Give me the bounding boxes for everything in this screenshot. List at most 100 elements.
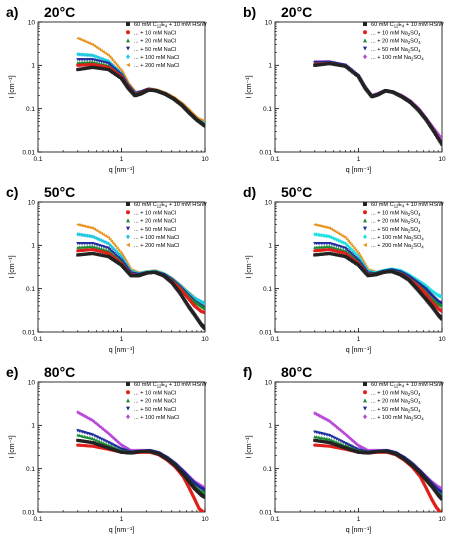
- data-point: [314, 439, 319, 443]
- legend-label: ... + 50 mM Na2SO4: [371, 47, 421, 54]
- data-point: [94, 435, 98, 439]
- data-point: [105, 440, 109, 444]
- data-point: [99, 48, 104, 53]
- legend-label: 60 mM C12E4 + 10 mM HSiW: [371, 22, 444, 29]
- data-point: [87, 66, 91, 70]
- data-point: [111, 241, 115, 245]
- x-axis-label: q [nm⁻¹]: [109, 347, 135, 354]
- data-point: [99, 253, 104, 257]
- legend-label: ... + 20 mM NaCl: [134, 219, 176, 225]
- data-point: [77, 232, 82, 237]
- legend-label: 60 mM C12E4 + 10 mM HSiW: [371, 202, 444, 209]
- data-point: [336, 253, 341, 257]
- x-tick-label: 1: [120, 516, 124, 523]
- data-point: [352, 246, 356, 250]
- data-point: [101, 438, 105, 442]
- data-point: [319, 439, 323, 443]
- data-point: [101, 441, 105, 445]
- data-point: [329, 434, 333, 439]
- data-point: [94, 45, 98, 49]
- data-point: [440, 304, 442, 308]
- legend-label: ... + 100 mM NaCl: [134, 415, 179, 421]
- data-point: [329, 235, 333, 240]
- panel-c: c) 50°C 0.1 1 10 0.01 0.1 1 10 q [nm⁻¹] I [cm⁻¹]…: [0, 180, 237, 360]
- data-point: [98, 253, 102, 257]
- data-point: [203, 495, 205, 499]
- panel-temperature: 50°C: [44, 184, 76, 200]
- data-point: [363, 54, 367, 60]
- data-point: [123, 257, 127, 261]
- data-point: [90, 53, 95, 58]
- y-tick-label: 0.1: [263, 466, 272, 473]
- data-point: [318, 224, 322, 228]
- legend-label: ... + 10 mM Na2SO4: [371, 210, 421, 217]
- data-point: [329, 245, 333, 249]
- legend-label: ... + 100 mM NaCl: [134, 235, 179, 241]
- legend-label: ... + 10 mM NaCl: [134, 390, 176, 396]
- panel-temperature: 80°C: [44, 364, 76, 380]
- data-point: [84, 52, 88, 57]
- data-point: [327, 437, 332, 441]
- data-point: [79, 253, 83, 257]
- data-point: [363, 210, 367, 215]
- data-point: [321, 252, 325, 256]
- data-point: [82, 66, 86, 71]
- panel-e: e) 80°C 0.1 1 10 0.01 0.1 1 10 q [nm⁻¹] I [cm⁻¹]…: [0, 360, 237, 540]
- data-point: [103, 57, 107, 62]
- data-point: [338, 439, 342, 443]
- legend-label: ... + 10 mM Na2SO4: [371, 30, 421, 37]
- data-point: [84, 439, 88, 444]
- data-point: [112, 243, 116, 247]
- data-point: [331, 62, 335, 66]
- y-tick-label: 0.1: [26, 106, 35, 113]
- data-point: [349, 247, 353, 252]
- legend-label: ... + 10 mM NaCl: [134, 30, 176, 36]
- data-point: [92, 437, 96, 441]
- x-axis-label: q [nm⁻¹]: [346, 527, 372, 534]
- data-point: [331, 435, 335, 439]
- panel-temperature: 50°C: [281, 184, 313, 200]
- data-point: [329, 62, 333, 66]
- data-point: [84, 224, 88, 229]
- y-tick-label: 10: [28, 19, 36, 26]
- y-tick-label: 0.1: [26, 286, 35, 293]
- data-point: [336, 247, 341, 251]
- data-point: [79, 223, 83, 228]
- data-point: [81, 412, 85, 418]
- data-point: [89, 440, 93, 444]
- data-point: [126, 398, 130, 403]
- data-point: [99, 437, 104, 441]
- data-point: [318, 439, 322, 443]
- data-point: [109, 57, 114, 61]
- legend-label: ... + 200 mM NaCl: [134, 63, 179, 69]
- x-tick-label: 10: [438, 156, 446, 163]
- data-point: [77, 253, 82, 257]
- data-point: [101, 444, 105, 448]
- data-point: [105, 248, 109, 252]
- data-point: [86, 225, 90, 229]
- data-point: [203, 488, 205, 492]
- data-point: [314, 412, 319, 417]
- data-point: [126, 382, 130, 386]
- y-tick-label: 1: [31, 423, 35, 430]
- legend-label: ... + 50 mM NaCl: [134, 47, 176, 53]
- data-point: [316, 223, 320, 228]
- y-tick-label: 10: [265, 379, 273, 386]
- x-tick-label: 10: [201, 516, 209, 523]
- x-tick-label: 0.1: [33, 516, 42, 523]
- data-point: [96, 435, 100, 440]
- data-point: [98, 246, 102, 250]
- data-point: [338, 444, 342, 448]
- data-point: [203, 301, 205, 306]
- x-tick-label: 10: [201, 336, 209, 343]
- panel-a: a) 20°C 0.1 1 10 0.01 0.1 1 10 q [nm⁻¹] I [cm⁻¹]…: [0, 0, 237, 180]
- data-point: [126, 210, 130, 215]
- data-point: [103, 67, 107, 71]
- data-point: [326, 226, 330, 230]
- data-point: [323, 252, 327, 256]
- data-point: [363, 398, 367, 403]
- legend-label: ... + 20 mM Na2SO4: [371, 399, 421, 406]
